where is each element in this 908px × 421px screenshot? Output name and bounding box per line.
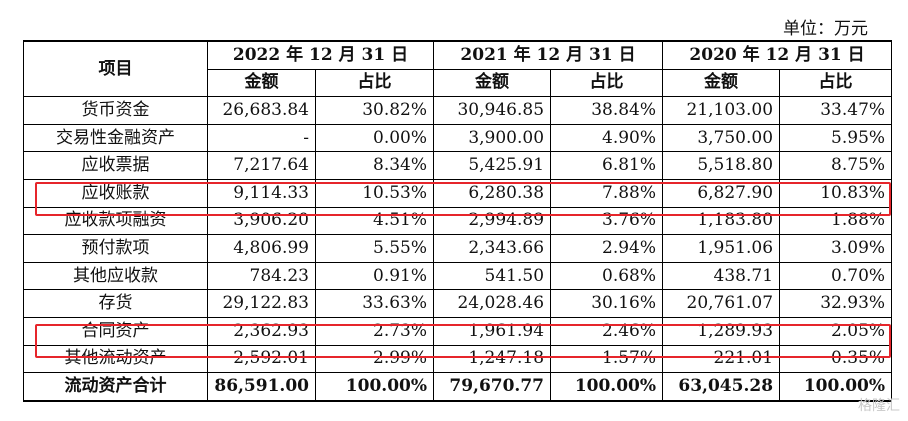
year-header-2020: 2020 年 12 月 31 日 bbox=[662, 39, 893, 70]
table-row: 其他应收款 784.23 0.91% 541.50 0.68% 438.71 0.70% bbox=[23, 261, 893, 291]
highlight-box-accounts-receivable bbox=[35, 182, 891, 216]
ratio-cell: 1.57% bbox=[550, 344, 664, 374]
amount-cell: 79,670.77 bbox=[433, 372, 552, 402]
amount-cell: 2,592.01 bbox=[207, 344, 316, 374]
ratio-cell: 2.94% bbox=[550, 234, 664, 263]
ratio-header: 占比 bbox=[779, 68, 893, 98]
table-row: 预付款项 4,806.99 5.55% 2,343.66 2.94% 1,951.06 3.… bbox=[23, 234, 893, 263]
ratio-cell: 6.81% bbox=[550, 151, 664, 180]
ratio-cell: 0.91% bbox=[314, 261, 435, 291]
ratio-cell: 0.70% bbox=[779, 261, 893, 291]
amount-cell: 3,750.00 bbox=[662, 123, 781, 153]
ratio-cell: 4.90% bbox=[550, 123, 664, 153]
amount-cell: 29,122.83 bbox=[207, 289, 316, 318]
amount-cell: 541.50 bbox=[433, 261, 552, 291]
amount-cell: 2,343.66 bbox=[433, 234, 552, 263]
table-row: 存货 29,122.83 33.63% 24,028.46 30.16% 20,761.0… bbox=[23, 289, 893, 318]
ratio-cell: 8.75% bbox=[779, 151, 893, 180]
ratio-cell: 0.68% bbox=[550, 261, 664, 291]
watermark-text: 格隆汇 bbox=[858, 398, 900, 414]
header-row-years: 项目 2022 年 12 月 31 日 2021 年 12 月 31 日 202… bbox=[23, 39, 893, 98]
table-row: 应收款项融资 3,906.20 4.51% 2,994.89 3.76% 1,183.80… bbox=[23, 206, 893, 236]
ratio-cell: 5.55% bbox=[314, 234, 435, 263]
row-label: 应收款项融资 bbox=[23, 206, 208, 236]
highlight-box-contract-assets bbox=[35, 324, 891, 358]
table-row: 货币资金 26,683.84 30.82% 30,946.85 38.84% 21,103… bbox=[23, 96, 893, 125]
amount-cell: 2,994.89 bbox=[433, 206, 552, 236]
amount-cell: 784.23 bbox=[207, 261, 316, 291]
row-label: 其他应收款 bbox=[23, 261, 208, 291]
ratio-cell: 5.95% bbox=[779, 123, 893, 153]
ratio-cell: 8.34% bbox=[314, 151, 435, 180]
amount-cell: 4,806.99 bbox=[207, 234, 316, 263]
row-label: 存货 bbox=[23, 289, 208, 318]
amount-cell: 20,761.07 bbox=[662, 289, 781, 318]
row-label: 其他流动资产 bbox=[23, 344, 208, 374]
ratio-cell: 33.47% bbox=[779, 96, 893, 125]
ratio-cell: 100.00% bbox=[550, 372, 664, 402]
ratio-cell: 2.73% bbox=[314, 316, 435, 346]
ratio-cell: 1.88% bbox=[779, 206, 893, 236]
ratio-header: 占比 bbox=[550, 68, 664, 98]
ratio-cell: 100.00% bbox=[314, 372, 435, 402]
total-row: 流动资产合计 86,591.00 100.00% 79,670.77 100.00% 63… bbox=[23, 372, 893, 402]
amount-cell: 86,591.00 bbox=[207, 372, 316, 402]
amount-cell: 5,425.91 bbox=[433, 151, 552, 180]
amount-cell: 1,951.06 bbox=[662, 234, 781, 263]
table-row: 其他流动资产 2,592.01 2.99% 1,247.18 1.57% 221.01 0.… bbox=[23, 344, 893, 374]
ratio-cell: 2.99% bbox=[314, 344, 435, 374]
amount-cell: 3,906.20 bbox=[207, 206, 316, 236]
row-label: 预付款项 bbox=[23, 234, 208, 263]
amount-cell: 1,183.80 bbox=[662, 206, 781, 236]
amount-cell: 1,961.94 bbox=[433, 316, 552, 346]
ratio-cell: 0.00% bbox=[314, 123, 435, 153]
amount-cell: - bbox=[207, 123, 316, 153]
row-label: 货币资金 bbox=[23, 96, 208, 125]
header-row-metrics: 金额 占比 金额 占比 金额 占比 bbox=[24, 68, 893, 98]
amount-cell: 63,045.28 bbox=[662, 372, 781, 402]
year-header-2021: 2021 年 12 月 31 日 bbox=[433, 39, 664, 70]
ratio-cell: 3.09% bbox=[779, 234, 893, 263]
amount-cell: 221.01 bbox=[662, 344, 781, 374]
amount-cell: 3,900.00 bbox=[433, 123, 552, 153]
ratio-cell: 0.35% bbox=[779, 344, 893, 374]
table-row: 合同资产 2,362.93 2.73% 1,961.94 2.46% 1,289.93 2.… bbox=[23, 316, 893, 346]
ratio-cell: 3.76% bbox=[550, 206, 664, 236]
ratio-cell: 30.16% bbox=[550, 289, 664, 318]
year-header-2022: 2022 年 12 月 31 日 bbox=[206, 39, 435, 70]
ratio-cell: 4.51% bbox=[314, 206, 435, 236]
row-label: 应收票据 bbox=[23, 151, 208, 180]
ratio-cell: 100.00% bbox=[779, 372, 893, 402]
amount-header: 金额 bbox=[207, 68, 316, 98]
ratio-cell: 30.82% bbox=[314, 96, 435, 125]
amount-cell: 438.71 bbox=[662, 261, 781, 291]
amount-cell: 7,217.64 bbox=[207, 151, 316, 180]
amount-header: 金额 bbox=[662, 68, 781, 98]
amount-cell: 26,683.84 bbox=[207, 96, 316, 125]
unit-label: 单位：万元 bbox=[783, 19, 868, 39]
amount-cell: 21,103.00 bbox=[662, 96, 781, 125]
item-header: 项目 bbox=[23, 40, 208, 98]
ratio-cell: 2.46% bbox=[550, 316, 664, 346]
amount-cell: 5,518.80 bbox=[662, 151, 781, 180]
ratio-cell: 33.63% bbox=[314, 289, 435, 318]
ratio-header: 占比 bbox=[314, 68, 435, 98]
amount-header: 金额 bbox=[433, 68, 552, 98]
row-label: 流动资产合计 bbox=[23, 372, 208, 402]
table-row: 应收票据 7,217.64 8.34% 5,425.91 6.81% 5,518.80 8.… bbox=[23, 151, 893, 180]
ratio-cell: 38.84% bbox=[550, 96, 664, 125]
amount-cell: 30,946.85 bbox=[433, 96, 552, 125]
table-row: 交易性金融资产 -0.00% 3,900.00 4.90% 3,750.00 5.95% bbox=[23, 123, 893, 153]
amount-cell: 24,028.46 bbox=[433, 289, 552, 318]
ratio-cell: 32.93% bbox=[779, 289, 893, 318]
row-label: 交易性金融资产 bbox=[23, 123, 208, 153]
current-assets-table: 项目 2022 年 12 月 31 日 2021 年 12 月 31 日 202… bbox=[23, 39, 893, 402]
